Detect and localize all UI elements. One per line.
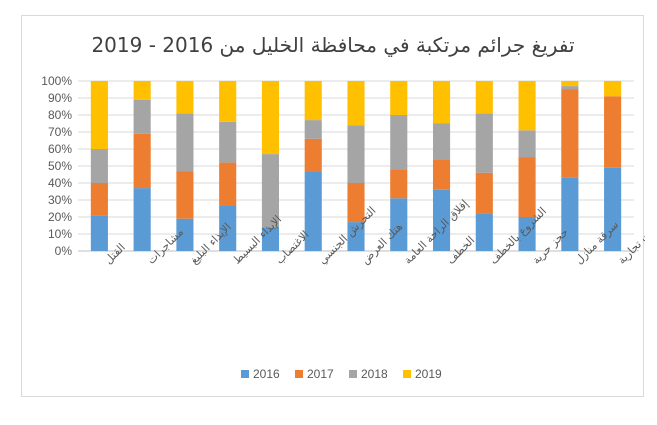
bar-segment-2019 xyxy=(304,81,322,121)
bar-segment-2017 xyxy=(347,183,365,223)
legend-label: 2018 xyxy=(361,367,388,381)
bar-segment-2017 xyxy=(133,133,151,189)
bar-segment-2019 xyxy=(390,81,408,115)
bar-segment-2018 xyxy=(475,113,493,173)
chart-title: تفريغ جرائم مرتكبة في محافظة الخليل من 2… xyxy=(91,33,574,58)
y-tick-label: 40% xyxy=(48,176,72,190)
bar-segment-2019 xyxy=(176,81,194,114)
bar-segment-2017 xyxy=(176,171,194,219)
bar-segment-2017 xyxy=(561,89,579,178)
bar-segment-2016 xyxy=(219,205,237,251)
y-tick-label: 50% xyxy=(48,159,72,173)
bar-segment-2017 xyxy=(90,183,108,216)
bar-segment-2017 xyxy=(604,96,622,168)
bar-segment-2017 xyxy=(518,157,536,217)
y-axis-ticks: 0% 10% 20% 30% 40% 50% 60% 70% 80% 90% 100% xyxy=(41,74,72,258)
stacked-bar-chart: تفريغ جرائم مرتكبة في محافظة الخليل من 2… xyxy=(41,33,645,381)
bar-segment-2016 xyxy=(304,171,322,251)
bar-segment-2019 xyxy=(90,81,108,149)
bar-segment-2018 xyxy=(133,99,151,134)
legend-swatch-2018 xyxy=(349,370,357,378)
bar-segment-2018 xyxy=(518,130,536,158)
bar-segment-2016 xyxy=(561,177,579,251)
bar-segment-2016 xyxy=(475,213,493,251)
bar-segment-2017 xyxy=(390,169,408,199)
bar-segment-2019 xyxy=(133,81,151,100)
legend-label: 2017 xyxy=(307,367,334,381)
bar-segment-2019 xyxy=(219,81,237,122)
bar-segment-2017 xyxy=(304,138,322,172)
y-tick-label: 100% xyxy=(41,74,72,88)
bar-segment-2019 xyxy=(604,81,622,97)
bar-segment-2016 xyxy=(133,188,151,251)
bar-segment-2017 xyxy=(219,162,237,206)
bar-segment-2018 xyxy=(176,113,194,172)
y-tick-label: 60% xyxy=(48,142,72,156)
bar-segment-2019 xyxy=(475,81,493,114)
y-tick-label: 80% xyxy=(48,108,72,122)
bar-segment-2016 xyxy=(347,222,365,251)
bar-segment-2016 xyxy=(604,167,622,251)
bar-segment-2019 xyxy=(561,81,579,87)
legend: 2016 2017 2018 2019 xyxy=(241,367,442,381)
bar-segment-2016 xyxy=(390,198,408,251)
bar-segment-2018 xyxy=(347,125,365,183)
bar-segment-2018 xyxy=(390,115,408,170)
bar-segment-2016 xyxy=(518,217,536,251)
y-tick-label: 20% xyxy=(48,210,72,224)
y-tick-label: 90% xyxy=(48,91,72,105)
legend-label: 2019 xyxy=(415,367,442,381)
y-tick-label: 0% xyxy=(55,244,73,258)
bar-segment-2019 xyxy=(518,81,536,131)
bar-segment-2019 xyxy=(261,81,280,155)
y-tick-label: 30% xyxy=(48,193,72,207)
bar-segment-2018 xyxy=(432,123,451,160)
bar-segment-2016 xyxy=(90,215,108,251)
bar-segment-2018 xyxy=(561,86,579,90)
bar-segment-2018 xyxy=(261,154,280,228)
bar-segment-2018 xyxy=(90,149,108,183)
bar-segment-2019 xyxy=(432,81,451,124)
bar-segment-2016 xyxy=(176,218,194,251)
legend-swatch-2016 xyxy=(241,370,249,378)
legend-swatch-2017 xyxy=(295,370,303,378)
bar-segment-2017 xyxy=(432,159,451,190)
y-tick-label: 70% xyxy=(48,125,72,139)
legend-label: 2016 xyxy=(253,367,280,381)
y-tick-label: 10% xyxy=(48,227,72,241)
bar-segment-2017 xyxy=(475,172,493,214)
chart-area: تفريغ جرائم مرتكبة في محافظة الخليل من 2… xyxy=(21,15,645,397)
bars xyxy=(90,81,622,251)
bar-segment-2019 xyxy=(347,81,365,126)
bar-segment-2016 xyxy=(432,189,451,251)
legend-swatch-2019 xyxy=(403,370,411,378)
bar-segment-2018 xyxy=(304,120,322,139)
bar-segment-2016 xyxy=(261,227,280,251)
bar-segment-2018 xyxy=(219,121,237,163)
